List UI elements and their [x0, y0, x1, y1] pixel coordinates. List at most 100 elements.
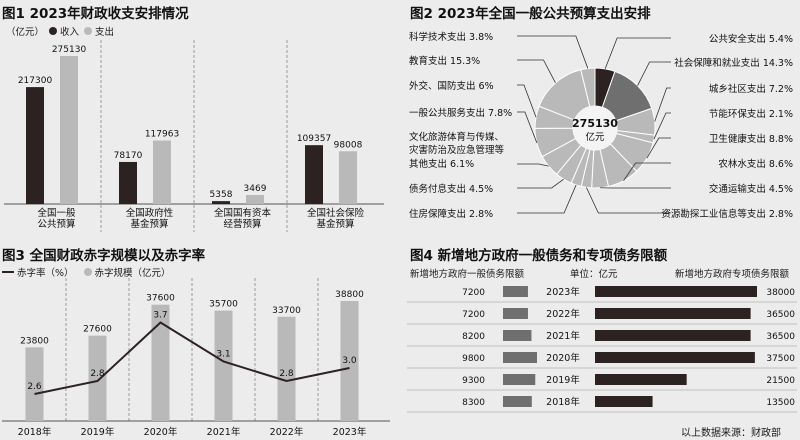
chart2-center-hole [573, 106, 617, 150]
chart4-year-label: 2020年 [546, 352, 580, 364]
chart1-bar [60, 56, 78, 204]
chart3-rate-label: 2.8 [90, 369, 105, 379]
chart3-rate-label: 3.1 [216, 350, 230, 360]
chart4-source: 以上数据来源：财政部 [681, 428, 781, 439]
chart3-category-label: 2022年 [270, 426, 304, 438]
chart1-bar [212, 201, 230, 204]
chart1-title: 图1 2023年财政收支安排情况 [2, 6, 189, 22]
chart2-slice-label: 一般公共服务支出 7.8% [409, 107, 512, 119]
chart2-leader-line [517, 184, 577, 214]
chart1-value-label: 217300 [18, 76, 53, 86]
chart4-general-value: 9800 [462, 354, 485, 364]
chart2-slice-label: 教育支出 15.3% [409, 55, 480, 67]
legend-line-rate [2, 271, 14, 273]
legend-expense: 支出 [95, 27, 115, 38]
chart3-rate-label: 2.8 [279, 369, 294, 379]
chart4-bar-chart: 7200 2023年 38000 7200 2022年 36500 8200 2021年 365… [407, 286, 797, 413]
chart1-bar-chart: 217300 275130 全国一般公共预算 78170 117963 全国政府性基金预算… [4, 40, 384, 232]
chart1-bar [305, 145, 323, 204]
chart3-legend: 赤字率（%） 赤字规模（亿元） [2, 265, 171, 279]
legend-income: 收入 [60, 27, 80, 38]
chart4-year-label: 2021年 [546, 330, 580, 342]
chart1-value-label: 3469 [244, 184, 267, 194]
chart2-slice-label: 卫生健康支出 8.8% [709, 133, 793, 145]
chart1-value-label: 98008 [334, 140, 363, 150]
chart2-slice-label: 农林水支出 8.6% [718, 158, 793, 170]
chart2-slice-label: 资源勘探工业信息等支出 2.8% [661, 208, 793, 220]
chart2-leader-line [654, 87, 671, 122]
chart1-category-label: 全国社会保险 [307, 207, 365, 219]
chart2-slice-label: 文化旅游体育与传媒、 [409, 131, 504, 143]
chart4-general-bar [503, 308, 528, 319]
chart1-category-label: 基金预算 [130, 218, 168, 230]
chart2-leader-line [517, 84, 537, 118]
legend-swatch-income [49, 27, 58, 35]
chart4-special-value: 21500 [766, 376, 795, 386]
chart2-slice-label: 节能环保支出 2.1% [709, 108, 793, 120]
chart3-bar [151, 304, 170, 421]
chart3-bar-value: 33700 [272, 306, 301, 316]
chart1-bar [246, 195, 264, 204]
chart4-title: 图4 新增地方政府一般债务和专项债务限额 [410, 248, 668, 264]
chart1-bar [339, 151, 357, 204]
chart4-general-value: 9300 [462, 376, 485, 386]
chart4-special-value: 38000 [766, 288, 795, 298]
chart1-legend: （亿元） 收入 支出 [6, 24, 114, 38]
chart3-rate-label: 3.7 [153, 311, 167, 321]
chart2-slice-label: 灾害防治及应急管理等 [409, 144, 505, 156]
chart2-leader-line [517, 111, 538, 144]
chart3-bar [25, 347, 44, 421]
chart2-leader-line [646, 137, 671, 159]
chart2-leader-line [604, 37, 671, 70]
chart4-general-value: 7200 [462, 288, 485, 298]
chart3-rate-label: 3.0 [342, 356, 357, 366]
chart2-leader-line [623, 162, 671, 181]
chart3-bar [340, 301, 359, 421]
chart4-special-value: 36500 [766, 332, 795, 342]
chart2-slice-label: 外交、国防支出 6% [409, 80, 494, 92]
chart1-category-label: 全国政府性 [126, 207, 174, 219]
chart1-category-label: 全国一般 [37, 207, 76, 219]
chart4-general-value: 8200 [462, 332, 485, 342]
chart2-leader-line [517, 59, 556, 84]
chart2-slice-label: 科学技术支出 3.8% [409, 31, 493, 43]
chart2-slice-label: 债务付息支出 4.5% [409, 183, 493, 195]
chart3-combo-chart: 23800 2018年 27600 2019年 37600 2020年 35700 2021年… [2, 278, 390, 438]
chart4-special-bar [595, 374, 687, 385]
chart1-bar [153, 140, 171, 204]
chart2-leader-line [517, 163, 549, 167]
chart4-special-bar [595, 352, 755, 363]
chart4-special-bar [595, 286, 757, 297]
chart1-bar [26, 87, 44, 204]
chart2-slice-label: 社会保障和就业支出 14.3% [674, 57, 793, 69]
chart3-bar-value: 38800 [335, 290, 364, 300]
chart3-category-label: 2018年 [18, 426, 52, 438]
chart3-category-label: 2023年 [333, 426, 367, 438]
legend-deficit-scale: 赤字规模（亿元） [94, 268, 171, 279]
chart2-leader-line [637, 61, 671, 86]
chart2-slice-label: 公共安全支出 5.4% [709, 33, 793, 45]
chart4-year-label: 2018年 [546, 396, 580, 408]
chart4-special-value: 36500 [766, 310, 795, 320]
chart1-category-label: 公共预算 [37, 218, 75, 230]
chart4-year-label: 2023年 [546, 286, 580, 298]
chart2-center-value: 275130 [572, 117, 618, 130]
chart2-slice-label: 城乡社区支出 7.2% [709, 83, 793, 95]
chart3-bar [214, 310, 233, 421]
chart3-category-label: 2021年 [207, 426, 241, 438]
chart4-special-value: 37500 [766, 354, 795, 364]
chart1-unit: （亿元） [6, 27, 45, 38]
chart1-category-label: 全国国有资本 [214, 207, 272, 219]
chart2-leader-line [653, 112, 671, 140]
chart2-slice-label: 住房保障支出 2.8% [409, 208, 493, 220]
chart3-bar [277, 316, 296, 421]
chart1-value-label: 78170 [114, 151, 143, 161]
chart4-general-bar [503, 286, 528, 297]
chart4-special-bar [595, 308, 751, 319]
chart1-value-label: 117963 [145, 130, 179, 140]
chart3-bar [88, 335, 107, 421]
chart4-year-label: 2022年 [546, 308, 580, 320]
chart3-rate-label: 2.6 [27, 382, 42, 392]
chart2-center-unit: 亿元 [585, 131, 605, 143]
